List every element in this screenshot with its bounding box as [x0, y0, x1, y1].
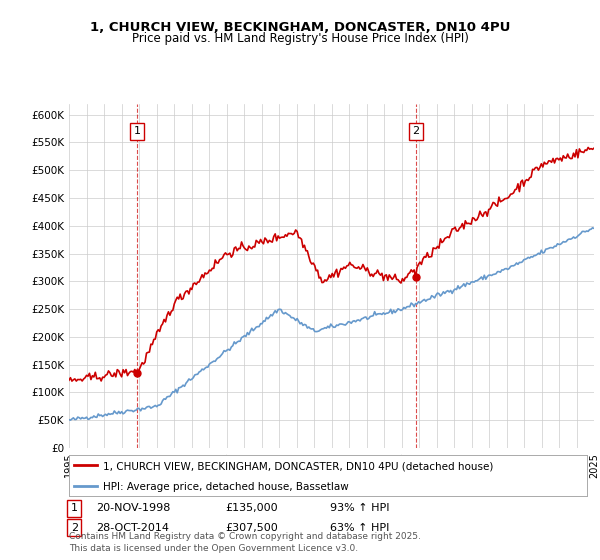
Text: £135,000: £135,000	[225, 503, 278, 514]
Text: Contains HM Land Registry data © Crown copyright and database right 2025.
This d: Contains HM Land Registry data © Crown c…	[69, 533, 421, 553]
Text: 28-OCT-2014: 28-OCT-2014	[96, 522, 169, 533]
Text: 1, CHURCH VIEW, BECKINGHAM, DONCASTER, DN10 4PU: 1, CHURCH VIEW, BECKINGHAM, DONCASTER, D…	[90, 21, 510, 34]
Text: 2: 2	[412, 127, 419, 137]
Text: 63% ↑ HPI: 63% ↑ HPI	[330, 522, 389, 533]
Text: 1: 1	[134, 127, 141, 137]
Text: 1, CHURCH VIEW, BECKINGHAM, DONCASTER, DN10 4PU (detached house): 1, CHURCH VIEW, BECKINGHAM, DONCASTER, D…	[103, 461, 493, 472]
Text: 20-NOV-1998: 20-NOV-1998	[96, 503, 170, 514]
Text: 1: 1	[71, 503, 78, 514]
Text: £307,500: £307,500	[225, 522, 278, 533]
Text: 2: 2	[71, 522, 78, 533]
Text: 93% ↑ HPI: 93% ↑ HPI	[330, 503, 389, 514]
Text: HPI: Average price, detached house, Bassetlaw: HPI: Average price, detached house, Bass…	[103, 482, 349, 492]
Text: Price paid vs. HM Land Registry's House Price Index (HPI): Price paid vs. HM Land Registry's House …	[131, 32, 469, 45]
